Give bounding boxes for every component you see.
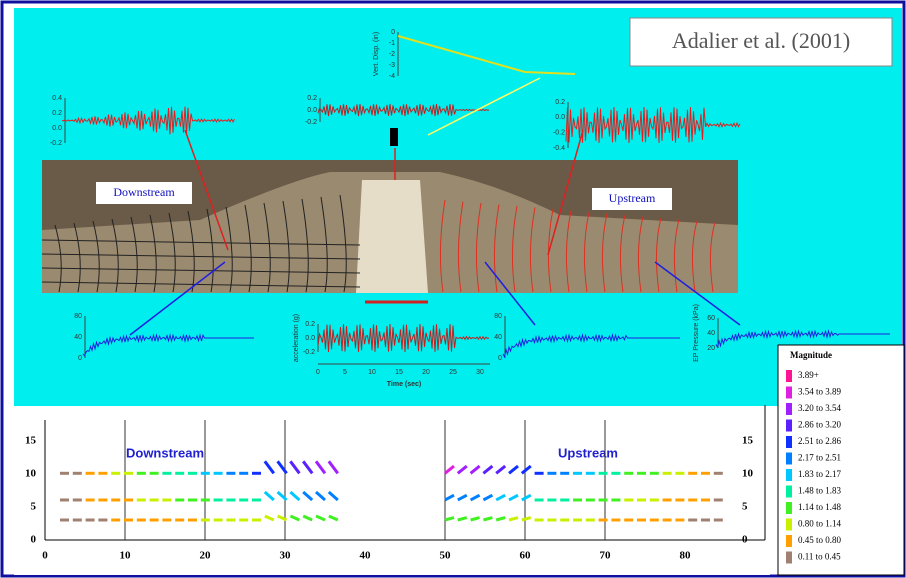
page: Adalier et al. (2001) Downstream Upstrea… (0, 0, 906, 578)
vector-label: Downstream (126, 445, 204, 460)
y-tick-label: 80 (494, 313, 502, 320)
x-tick-label: 40 (360, 550, 372, 562)
vector-label: Upstream (558, 445, 618, 460)
legend-swatch (786, 420, 792, 432)
y-tick-label: 0.4 (52, 95, 62, 102)
x-tick-label: 10 (368, 369, 376, 376)
y-tick-label: -3 (389, 62, 395, 69)
lvdt (390, 128, 398, 146)
figure: Adalier et al. (2001) Downstream Upstrea… (0, 0, 906, 578)
legend-swatch (786, 387, 792, 399)
legend-label: 0.45 to 0.80 (798, 535, 842, 545)
citation: Adalier et al. (2001) (672, 28, 850, 53)
legend-label: 0.80 to 1.14 (798, 519, 842, 529)
y-tick-label: 40 (707, 330, 715, 337)
y-tick-label: 0.0 (52, 125, 62, 132)
legend-swatch (786, 453, 792, 465)
legend-label: 2.86 to 3.20 (798, 420, 842, 430)
y-tick-label: 40 (494, 334, 502, 341)
x-tick-label: 15 (395, 369, 403, 376)
y-tick-label: 0.2 (305, 321, 315, 328)
legend-swatch (786, 535, 792, 547)
y-tick-label: 0.2 (555, 99, 565, 106)
legend-label: 0.11 to 0.45 (798, 552, 841, 562)
legend-swatch (786, 469, 792, 481)
y-tick-label: 20 (707, 345, 715, 352)
y-tick-label: -2 (389, 51, 395, 58)
legend-label: 1.83 to 2.17 (798, 469, 842, 479)
x-tick-label: 20 (422, 369, 430, 376)
y-tick-label: 0.2 (307, 95, 317, 102)
legend-swatch (786, 519, 792, 531)
legend-label: 2.17 to 2.51 (798, 453, 841, 463)
legend-label: 3.20 to 3.54 (798, 403, 842, 413)
y-tick-label: 15 (25, 435, 37, 447)
legend-swatch (786, 436, 792, 448)
legend-swatch (786, 486, 792, 498)
y-tick-label: 15 (742, 435, 754, 447)
x-tick-label: 30 (476, 369, 484, 376)
y-tick-label: -1 (389, 40, 395, 47)
x-tick-label: 70 (600, 550, 612, 562)
y-tick-label: 0 (78, 355, 82, 362)
photo-label: Upstream (609, 191, 656, 205)
x-axis-label: Time (sec) (387, 381, 422, 388)
y-tick-label: 60 (707, 315, 715, 322)
y-tick-label: -0.2 (305, 119, 317, 126)
y-tick-label: -0.2 (553, 130, 565, 137)
y-tick-label: 80 (74, 313, 82, 320)
x-tick-label: 25 (449, 369, 457, 376)
legend-label: 1.14 to 1.48 (798, 502, 842, 512)
legend-swatch (786, 552, 792, 564)
y-tick-label: 0.0 (307, 107, 317, 114)
y-axis-label: Vert. Disp. (in) (373, 32, 380, 76)
legend-label: 3.54 to 3.89 (798, 387, 842, 397)
y-tick-label: -0.4 (553, 145, 565, 152)
legend-label: 3.89+ (798, 370, 819, 380)
y-tick-label: 0.0 (305, 335, 315, 342)
legend-swatch (786, 502, 792, 514)
y-tick-label: 10 (742, 468, 754, 480)
legend-swatch (786, 370, 792, 382)
x-tick-label: 10 (120, 550, 132, 562)
y-tick-label: 5 (742, 501, 748, 513)
legend-label: 2.51 to 2.86 (798, 436, 842, 446)
y-tick-label: 10 (25, 468, 37, 480)
y-tick-label: 0 (498, 355, 502, 362)
x-tick-label: 30 (280, 550, 292, 562)
legend-swatch (786, 403, 792, 415)
y-axis-label: acceleration (g) (293, 314, 300, 362)
x-tick-label: 5 (343, 369, 347, 376)
y-tick-label: 0.0 (555, 114, 565, 121)
y-tick-label: 0 (742, 534, 748, 546)
y-tick-label: -0.2 (50, 140, 62, 147)
legend-title: Magnitude (790, 350, 832, 360)
y-axis-label: EP Pressure (kPa) (693, 304, 700, 362)
y-tick-label: -0.2 (303, 349, 315, 356)
x-tick-label: 20 (200, 550, 212, 562)
legend-label: 1.48 to 1.83 (798, 486, 842, 496)
y-tick-label: -4 (389, 73, 395, 80)
y-tick-label: 0 (391, 29, 395, 36)
y-tick-label: 0.2 (52, 110, 62, 117)
x-tick-label: 50 (440, 550, 452, 562)
x-tick-label: 60 (520, 550, 532, 562)
y-tick-label: 5 (31, 501, 37, 513)
y-tick-label: 0 (31, 534, 37, 546)
x-tick-label: 0 (42, 550, 48, 562)
y-tick-label: 40 (74, 334, 82, 341)
core (356, 180, 428, 293)
photo-label: Downstream (113, 185, 175, 199)
x-tick-label: 0 (316, 369, 320, 376)
x-tick-label: 80 (680, 550, 692, 562)
